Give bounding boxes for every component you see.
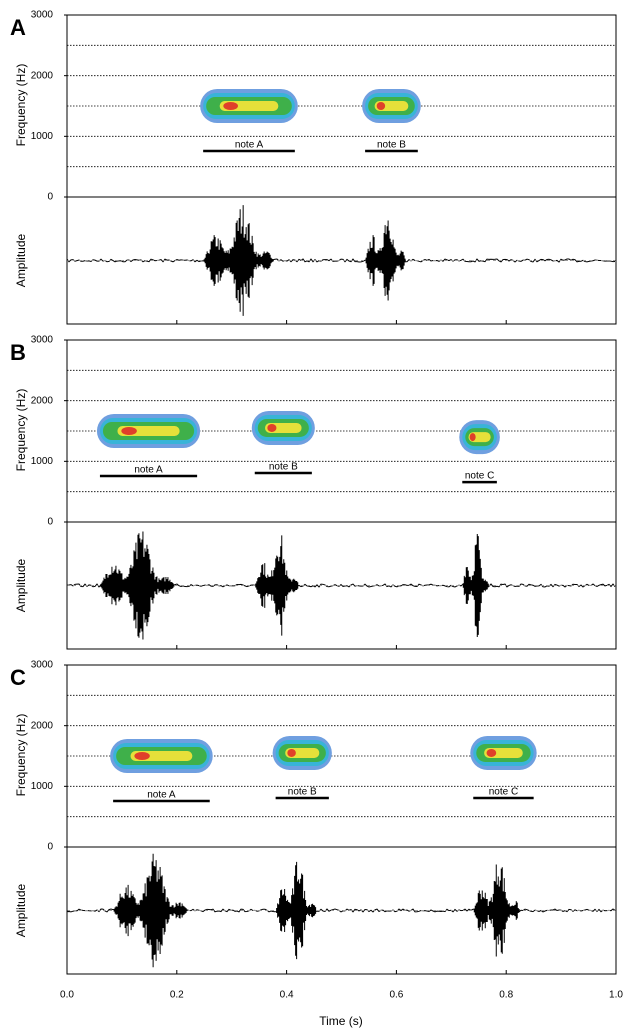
- noise-trace: [66, 257, 616, 263]
- note-blob: [96, 414, 201, 448]
- y-tick-label: 3000: [31, 335, 54, 346]
- note-blob: [200, 89, 298, 123]
- blob-core: [469, 433, 476, 442]
- note-label: note A: [147, 790, 176, 801]
- y-axis-label: Amplitude: [14, 559, 28, 613]
- note-label: note C: [489, 787, 518, 798]
- y-tick-label: 2000: [31, 720, 54, 731]
- note-label: note A: [235, 140, 264, 151]
- x-tick-label: 0.2: [170, 990, 184, 1001]
- y-axis-label: Frequency (Hz): [14, 389, 28, 472]
- note-label: note B: [269, 462, 298, 473]
- y-tick-label: 0: [47, 842, 53, 853]
- blob-core: [134, 752, 150, 760]
- note-blob: [459, 420, 500, 455]
- note-blob: [470, 735, 537, 770]
- x-axis-label: Time (s): [319, 1014, 363, 1028]
- blob-core: [376, 102, 386, 110]
- y-tick-label: 0: [47, 517, 53, 528]
- panel-label: B: [10, 340, 26, 365]
- waveform-frame: [66, 196, 617, 325]
- note-blob: [251, 410, 315, 445]
- note-blob: [362, 89, 421, 123]
- y-axis-label: Amplitude: [14, 234, 28, 288]
- note-label: note B: [288, 787, 317, 798]
- waveform: [365, 220, 406, 301]
- note-blob: [110, 739, 213, 773]
- y-tick-label: 0: [47, 192, 53, 203]
- y-tick-label: 1000: [31, 131, 54, 142]
- waveform: [100, 531, 175, 640]
- y-axis-label: Frequency (Hz): [14, 64, 28, 147]
- panel-label: A: [10, 15, 26, 40]
- y-axis-label: Frequency (Hz): [14, 714, 28, 797]
- x-tick-label: 0.4: [280, 990, 294, 1001]
- y-tick-label: 2000: [31, 70, 54, 81]
- x-tick-label: 1.0: [609, 990, 623, 1001]
- panel-label: C: [10, 665, 26, 690]
- blob-core: [486, 748, 497, 757]
- x-tick-label: 0.8: [499, 990, 513, 1001]
- y-tick-label: 3000: [31, 660, 54, 671]
- y-tick-label: 1000: [31, 781, 54, 792]
- blob-core: [223, 102, 238, 110]
- waveform: [276, 861, 317, 960]
- blob-core: [287, 748, 296, 757]
- y-tick-label: 1000: [31, 456, 54, 467]
- waveform: [462, 533, 489, 638]
- waveform: [203, 205, 274, 316]
- waveform: [113, 853, 188, 968]
- note-blob: [272, 735, 332, 770]
- y-tick-label: 3000: [31, 10, 54, 21]
- blob-core: [267, 423, 277, 432]
- y-axis-label: Amplitude: [14, 884, 28, 938]
- note-label: note A: [134, 465, 163, 476]
- x-tick-label: 0.6: [389, 990, 403, 1001]
- waveform-frame: [66, 846, 617, 975]
- y-tick-label: 2000: [31, 395, 54, 406]
- note-label: note C: [465, 471, 494, 482]
- blob-core: [121, 427, 137, 435]
- waveform-frame: [66, 521, 617, 650]
- waveform: [255, 535, 299, 636]
- note-label: note B: [377, 140, 406, 151]
- x-tick-label: 0.0: [60, 990, 74, 1001]
- waveform: [473, 864, 520, 957]
